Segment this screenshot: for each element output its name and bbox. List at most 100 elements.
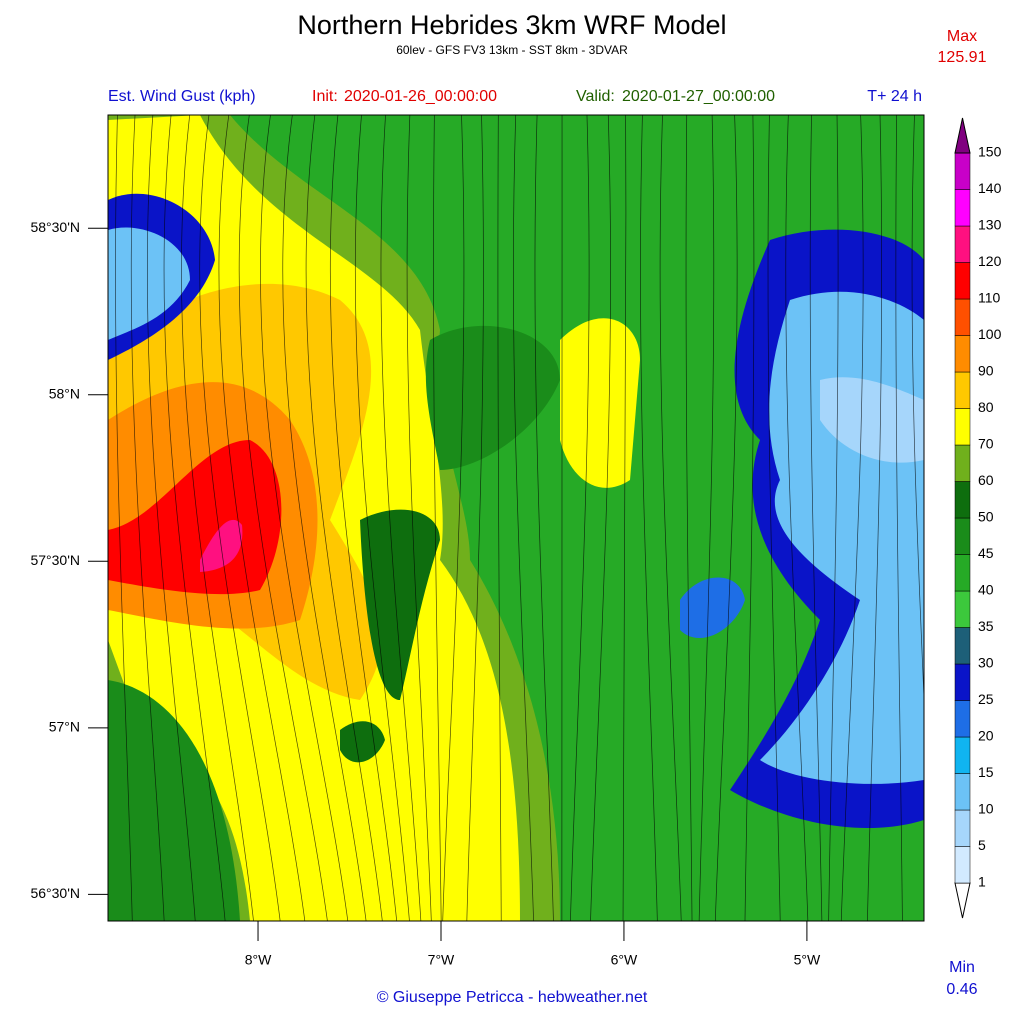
colorbar-label: 35 xyxy=(978,618,994,634)
colorbar-box xyxy=(954,590,971,628)
streamline xyxy=(640,115,658,921)
max-value: 125.91 xyxy=(938,49,987,66)
streamline xyxy=(867,115,883,921)
colorbar-label: 80 xyxy=(978,399,994,415)
colorbar-label: 30 xyxy=(978,655,994,671)
colorbar-box xyxy=(954,408,971,446)
colorbar-label: 130 xyxy=(978,217,1002,233)
colorbar-label: 70 xyxy=(978,436,994,452)
field-zone xyxy=(108,227,190,340)
colorbar-box xyxy=(954,663,971,701)
field-zone xyxy=(108,680,240,921)
streamline xyxy=(570,115,590,921)
streamline xyxy=(714,115,738,921)
streamline xyxy=(685,115,693,921)
colorbar-box xyxy=(954,554,971,592)
streamline xyxy=(218,115,306,921)
map-field xyxy=(108,115,924,921)
title: Northern Hebrides 3km WRF Model xyxy=(297,10,726,40)
streamline xyxy=(305,115,383,921)
valid-label: Valid: xyxy=(576,88,615,105)
colorbar-box xyxy=(954,627,971,665)
colorbar-label: 140 xyxy=(978,180,1002,196)
colorbar-box xyxy=(954,736,971,774)
y-tick-label: 56°30'N xyxy=(30,885,80,901)
colorbar-box xyxy=(954,152,971,190)
colorbar-label: 50 xyxy=(978,509,994,525)
plot-frame xyxy=(107,114,925,922)
streamline xyxy=(329,115,398,921)
colorbar-label: 15 xyxy=(978,764,994,780)
x-tick-label: 5°W xyxy=(794,952,821,968)
streamline xyxy=(466,115,484,921)
colorbar-label: 25 xyxy=(978,691,994,707)
island xyxy=(360,509,440,700)
streamline xyxy=(513,115,534,921)
x-tick-label: 7°W xyxy=(428,952,455,968)
subtitle: 60lev - GFS FV3 13km - SST 8km - 3DVAR xyxy=(396,43,628,57)
streamline xyxy=(163,115,226,921)
island xyxy=(340,721,385,763)
colorbar-box xyxy=(954,298,971,336)
colorbar-label: 45 xyxy=(978,545,994,561)
y-tick-label: 57°N xyxy=(49,719,80,735)
streamline xyxy=(181,115,254,921)
streamline xyxy=(744,115,755,921)
field-zone xyxy=(560,318,640,488)
min-value: 0.46 xyxy=(946,981,977,998)
streamline xyxy=(115,115,133,921)
streamline xyxy=(895,115,903,921)
y-tick-label: 58°N xyxy=(49,385,80,401)
colorbar-box xyxy=(954,371,971,409)
field-zone xyxy=(820,377,924,463)
streamline xyxy=(442,115,465,921)
y-tick-label: 58°30'N xyxy=(30,219,80,235)
valid-time: 2020-01-27_00:00:00 xyxy=(622,88,775,105)
colorbar-label: 150 xyxy=(978,144,1002,160)
colorbar-box xyxy=(954,773,971,811)
init-time: 2020-01-26_00:00:00 xyxy=(344,88,497,105)
colorbar-label: 110 xyxy=(978,290,1001,306)
colorbar-box xyxy=(954,444,971,482)
colorbar-box xyxy=(954,700,971,738)
streamline xyxy=(354,115,410,921)
colorbar-label: 10 xyxy=(978,801,994,817)
streamline xyxy=(767,115,781,921)
colorbar-label: 90 xyxy=(978,363,994,379)
streamline xyxy=(199,115,281,921)
colorbar-box xyxy=(954,262,971,300)
y-tick-label: 57°30'N xyxy=(30,552,80,568)
streamlines xyxy=(115,115,924,921)
init-label: Init: xyxy=(312,88,338,105)
colorbar-box xyxy=(954,225,971,263)
streamline xyxy=(130,115,165,921)
colorbar-box xyxy=(954,517,971,555)
colorbar-label: 20 xyxy=(978,728,994,744)
streamline xyxy=(785,115,809,921)
colorbar-label: 120 xyxy=(978,253,1002,269)
colorbar-label: 100 xyxy=(978,326,1002,342)
x-tick-label: 8°W xyxy=(245,952,272,968)
x-tick-label: 6°W xyxy=(611,952,638,968)
streamline xyxy=(433,115,442,921)
island xyxy=(425,325,560,470)
streamline xyxy=(380,115,422,921)
field-label: Est. Wind Gust (kph) xyxy=(108,88,256,105)
min-label: Min xyxy=(949,959,975,976)
streamline xyxy=(828,115,839,921)
colorbar-label: 5 xyxy=(978,837,986,853)
colorbar-box xyxy=(954,846,971,884)
streamline xyxy=(282,115,367,921)
streamline xyxy=(260,115,349,921)
streamline xyxy=(809,115,823,921)
streamline xyxy=(534,115,554,921)
field-zone xyxy=(680,577,745,639)
streamline xyxy=(238,115,328,921)
colorbar-box xyxy=(954,335,971,373)
colorbar-label: 60 xyxy=(978,472,994,488)
colorbar-box xyxy=(954,189,971,227)
streamline xyxy=(590,115,611,921)
streamline xyxy=(406,115,432,921)
streamline xyxy=(840,115,864,921)
